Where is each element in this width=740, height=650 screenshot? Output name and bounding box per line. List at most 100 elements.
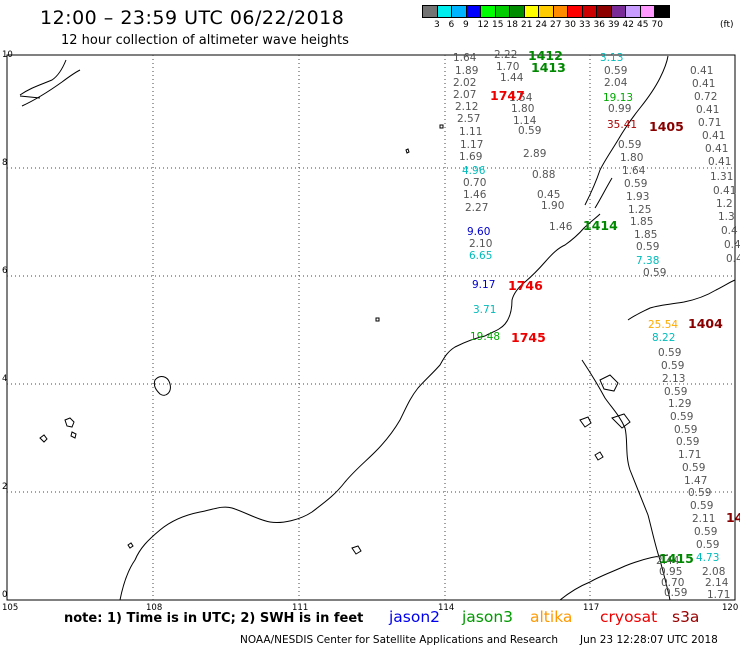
pass-time-label: 1745 <box>511 330 546 345</box>
pass-time-label: 14 <box>726 510 740 525</box>
pass-time-label: 1414 <box>583 218 618 233</box>
legend-label: 45 <box>637 20 649 30</box>
latitude-tick: 0 <box>2 590 8 600</box>
wave-height-value: 1.25 <box>628 204 652 216</box>
wave-height-value: 1.46 <box>463 189 487 201</box>
footer-note: note: 1) Time is in UTC; 2) SWH is in fe… <box>64 611 364 626</box>
wave-height-value: 1.70 <box>496 61 520 73</box>
coast-palawan <box>584 55 669 209</box>
wave-height-value: 0.59 <box>674 424 698 436</box>
wave-height-value: 2.12 <box>455 101 479 113</box>
latitude-tick: 2 <box>2 482 8 492</box>
legend-label: 27 <box>550 20 562 30</box>
coast-borneo-west <box>119 213 601 601</box>
wave-height-value: 25.54 <box>648 319 679 331</box>
wave-height-value: 2.10 <box>469 238 493 250</box>
wave-height-value: 1.64 <box>453 52 477 64</box>
wave-height-value: 0.41 <box>690 65 714 77</box>
pass-time-label: 1404 <box>688 316 723 331</box>
wave-height-value: 1.44 <box>500 72 524 84</box>
wave-height-value: 2.44 <box>656 555 680 567</box>
wave-height-value: 35.41 <box>607 119 638 131</box>
legend-swatch <box>654 5 670 18</box>
legend-label: 18 <box>506 20 518 30</box>
wave-height-value: 0.4 <box>726 253 740 265</box>
color-legend-labels: 3 6 9 12 15 18 21 24 27 30 33 36 39 42 45 70 (ft) <box>422 20 740 32</box>
wave-height-value: 0.59 <box>618 139 642 151</box>
wave-height-value: 1.89 <box>455 65 479 77</box>
wave-height-value: 2.14 <box>705 577 729 589</box>
pass-time-label: 1412 <box>528 48 563 63</box>
longitude-tick: 111 <box>292 603 309 613</box>
wave-height-value: 0.70 <box>661 577 685 589</box>
wave-height-value: 3.13 <box>600 52 624 64</box>
legend-label: 9 <box>463 20 469 30</box>
legend-label: 36 <box>593 20 605 30</box>
wave-height-value: 3.71 <box>473 304 497 316</box>
map-title: 12:00 – 23:59 UTC 06/22/2018 <box>40 7 345 29</box>
lat-lon-gridlines <box>7 55 735 600</box>
latitude-tick: 10 <box>2 50 13 60</box>
wave-height-value: 0.59 <box>696 539 720 551</box>
wave-height-value: 1.54 <box>509 92 533 104</box>
legend-unit: (ft) <box>720 20 734 30</box>
color-legend <box>422 5 670 18</box>
wave-height-value: 2.13 <box>662 373 686 385</box>
wave-height-value: 0.41 <box>708 156 732 168</box>
legend-label: 42 <box>622 20 634 30</box>
wave-height-value: 0.59 <box>670 411 694 423</box>
wave-height-value: 19.48 <box>470 331 501 343</box>
longitude-tick: 120 <box>722 603 739 613</box>
wave-height-value: 2.22 <box>494 49 518 61</box>
legend-label: 24 <box>535 20 547 30</box>
wave-height-value: 2.07 <box>453 89 477 101</box>
wave-height-value: 0.41 <box>696 104 720 116</box>
wave-height-value: 4.96 <box>462 165 486 177</box>
wave-height-value: 2.89 <box>523 148 547 160</box>
pass-time-label: 1413 <box>531 60 566 75</box>
longitude-tick: 108 <box>146 603 163 613</box>
wave-height-value: 1.80 <box>620 152 644 164</box>
wave-height-value: 6.65 <box>469 250 493 262</box>
wave-height-value: 1.69 <box>459 151 483 163</box>
legend-label: 70 <box>651 20 663 30</box>
wave-height-value: 0.99 <box>608 103 632 115</box>
coastlines <box>19 55 736 601</box>
wave-height-value: 0.59 <box>636 241 660 253</box>
wave-height-value: 0.59 <box>661 360 685 372</box>
wave-height-value: 1.85 <box>634 229 658 241</box>
map-frame <box>6 54 736 601</box>
satellite-name-s3a: s3a <box>672 608 700 626</box>
wave-height-value: 1.3 <box>718 211 735 223</box>
wave-height-value: 0.59 <box>664 386 688 398</box>
wave-height-value: 1.29 <box>668 398 692 410</box>
wave-height-value: 0.88 <box>532 169 556 181</box>
wave-height-value: 0.59 <box>624 178 648 190</box>
wave-height-value: 1.71 <box>707 589 731 601</box>
wave-height-value: 1.71 <box>678 449 702 461</box>
wave-height-value: 0.45 <box>537 189 561 201</box>
legend-label: 6 <box>448 20 455 30</box>
wave-height-value: 0.59 <box>676 436 700 448</box>
wave-height-value: 9.60 <box>467 226 491 238</box>
wave-height-value: 0.95 <box>659 566 683 578</box>
wave-height-value: 0.59 <box>658 347 682 359</box>
wave-height-value: 1.80 <box>511 103 535 115</box>
wave-height-value: 1.46 <box>549 221 573 233</box>
wave-height-value: 0.41 <box>705 143 729 155</box>
wave-height-value: 0.59 <box>690 500 714 512</box>
wave-height-value: 0.59 <box>643 267 667 279</box>
generation-timestamp: Jun 23 12:28:07 UTC 2018 <box>580 634 718 646</box>
legend-label: 3 <box>434 20 440 30</box>
wave-height-value: 0.4 <box>724 239 740 251</box>
wave-height-value: 0.41 <box>713 185 737 197</box>
wave-height-value: 1.93 <box>626 191 650 203</box>
legend-label: 12 <box>477 20 489 30</box>
longitude-tick: 117 <box>583 603 600 613</box>
islands <box>39 124 631 555</box>
longitude-tick: 114 <box>438 603 455 613</box>
wave-height-value: 0.70 <box>463 177 487 189</box>
latitude-tick: 4 <box>2 374 8 384</box>
wave-height-value: 1.11 <box>459 126 483 138</box>
